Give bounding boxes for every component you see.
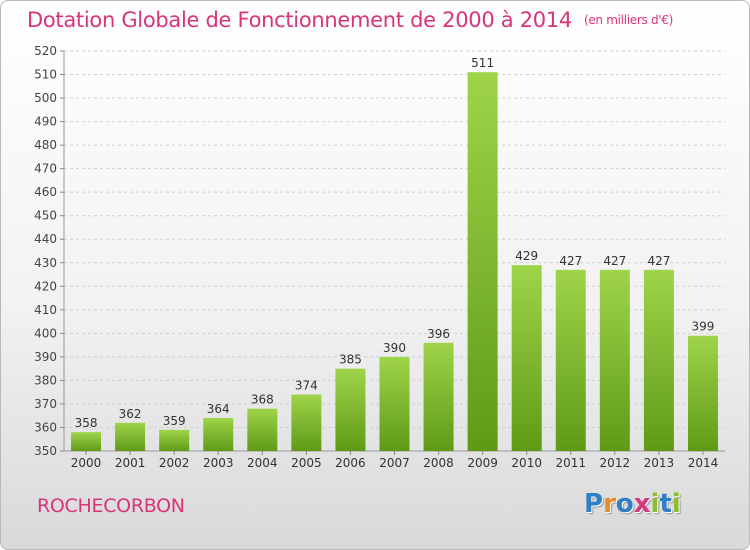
- logo-letter: P: [584, 489, 604, 519]
- x-tick-label-2002: 2002: [159, 456, 190, 470]
- chart-title: Dotation Globale de Fonctionnement de 20…: [27, 8, 673, 32]
- logo-letter: t: [659, 489, 672, 519]
- x-tick-label-2003: 2003: [203, 456, 234, 470]
- value-label-2000: 358: [75, 416, 98, 430]
- bar-2009: [467, 72, 498, 452]
- y-tick-label: 420: [34, 279, 57, 293]
- y-tick-label: 470: [34, 162, 57, 176]
- value-label-2010: 429: [515, 249, 538, 263]
- y-tick-label: 430: [34, 256, 57, 270]
- x-tick-label-2012: 2012: [600, 456, 631, 470]
- value-label-2004: 368: [251, 393, 274, 407]
- logo-letter: r: [603, 489, 616, 519]
- bars: [71, 72, 718, 452]
- bar-2006: [335, 368, 366, 451]
- x-tick-label-2004: 2004: [247, 456, 278, 470]
- value-label-2011: 427: [559, 254, 582, 268]
- y-tick-label: 520: [34, 44, 57, 58]
- value-label-2008: 396: [427, 327, 450, 341]
- x-tick-label-2010: 2010: [511, 456, 542, 470]
- value-label-2012: 427: [603, 254, 626, 268]
- x-tick-label-2009: 2009: [467, 456, 498, 470]
- x-tick-label-2008: 2008: [423, 456, 454, 470]
- bar-2010: [511, 265, 542, 451]
- x-tick-label-2000: 2000: [71, 456, 102, 470]
- y-tick-label: 440: [34, 232, 57, 246]
- bar-2013: [643, 269, 674, 451]
- value-label-2006: 385: [339, 353, 362, 367]
- bar-2002: [159, 429, 190, 451]
- value-label-2013: 427: [647, 254, 670, 268]
- y-tick-label: 410: [34, 303, 57, 317]
- y-tick-label: 360: [34, 420, 57, 434]
- bar-2008: [423, 342, 454, 451]
- unit-note: (en milliers d'€): [583, 13, 673, 27]
- value-label-2003: 364: [207, 402, 230, 416]
- bar-2014: [687, 335, 718, 451]
- value-label-2001: 362: [119, 407, 142, 421]
- y-tick-label: 390: [34, 350, 57, 364]
- y-tick-label: 460: [34, 185, 57, 199]
- logo-letter: i: [671, 489, 681, 519]
- x-tick-label-2014: 2014: [688, 456, 719, 470]
- value-label-2014: 399: [692, 320, 715, 334]
- commune-name: ROCHECORBON: [37, 495, 185, 517]
- proxiti-logo: Proxiti: [584, 489, 681, 519]
- chart-title-text: Dotation Globale de Fonctionnement de 20…: [27, 8, 572, 32]
- y-tick-label: 380: [34, 373, 57, 387]
- bar-2007: [379, 356, 410, 451]
- x-tick-label-2001: 2001: [115, 456, 146, 470]
- logo-letter: x: [633, 489, 651, 519]
- y-tick-label: 490: [34, 115, 57, 129]
- x-tick-label-2007: 2007: [379, 456, 410, 470]
- bar-2004: [247, 408, 278, 451]
- y-tick-label: 500: [34, 91, 57, 105]
- x-tick-label-2013: 2013: [644, 456, 675, 470]
- x-tick-label-2006: 2006: [335, 456, 366, 470]
- labels: 350 360 370 380 390 400 410 420 430 440 450 460 470 4…: [34, 44, 718, 470]
- logo-letter: o: [615, 489, 634, 519]
- value-label-2005: 374: [295, 379, 318, 393]
- y-tick-label: 370: [34, 397, 57, 411]
- x-tick-label-2005: 2005: [291, 456, 322, 470]
- y-tick-label: 450: [34, 209, 57, 223]
- value-label-2002: 359: [163, 414, 186, 428]
- y-tick-label: 350: [34, 444, 57, 458]
- value-label-2009: 511: [471, 56, 494, 70]
- bar-2005: [291, 394, 322, 451]
- y-tick-label: 480: [34, 138, 57, 152]
- bar-2001: [115, 422, 146, 451]
- y-tick-label: 510: [34, 68, 57, 82]
- bar-2000: [71, 432, 102, 451]
- logo-letter: i: [650, 489, 660, 519]
- bar-2011: [555, 269, 586, 451]
- x-tick-label-2011: 2011: [555, 456, 586, 470]
- bar-2003: [203, 418, 234, 451]
- value-label-2007: 390: [383, 341, 406, 355]
- y-tick-label: 400: [34, 326, 57, 340]
- bar-2012: [599, 269, 630, 451]
